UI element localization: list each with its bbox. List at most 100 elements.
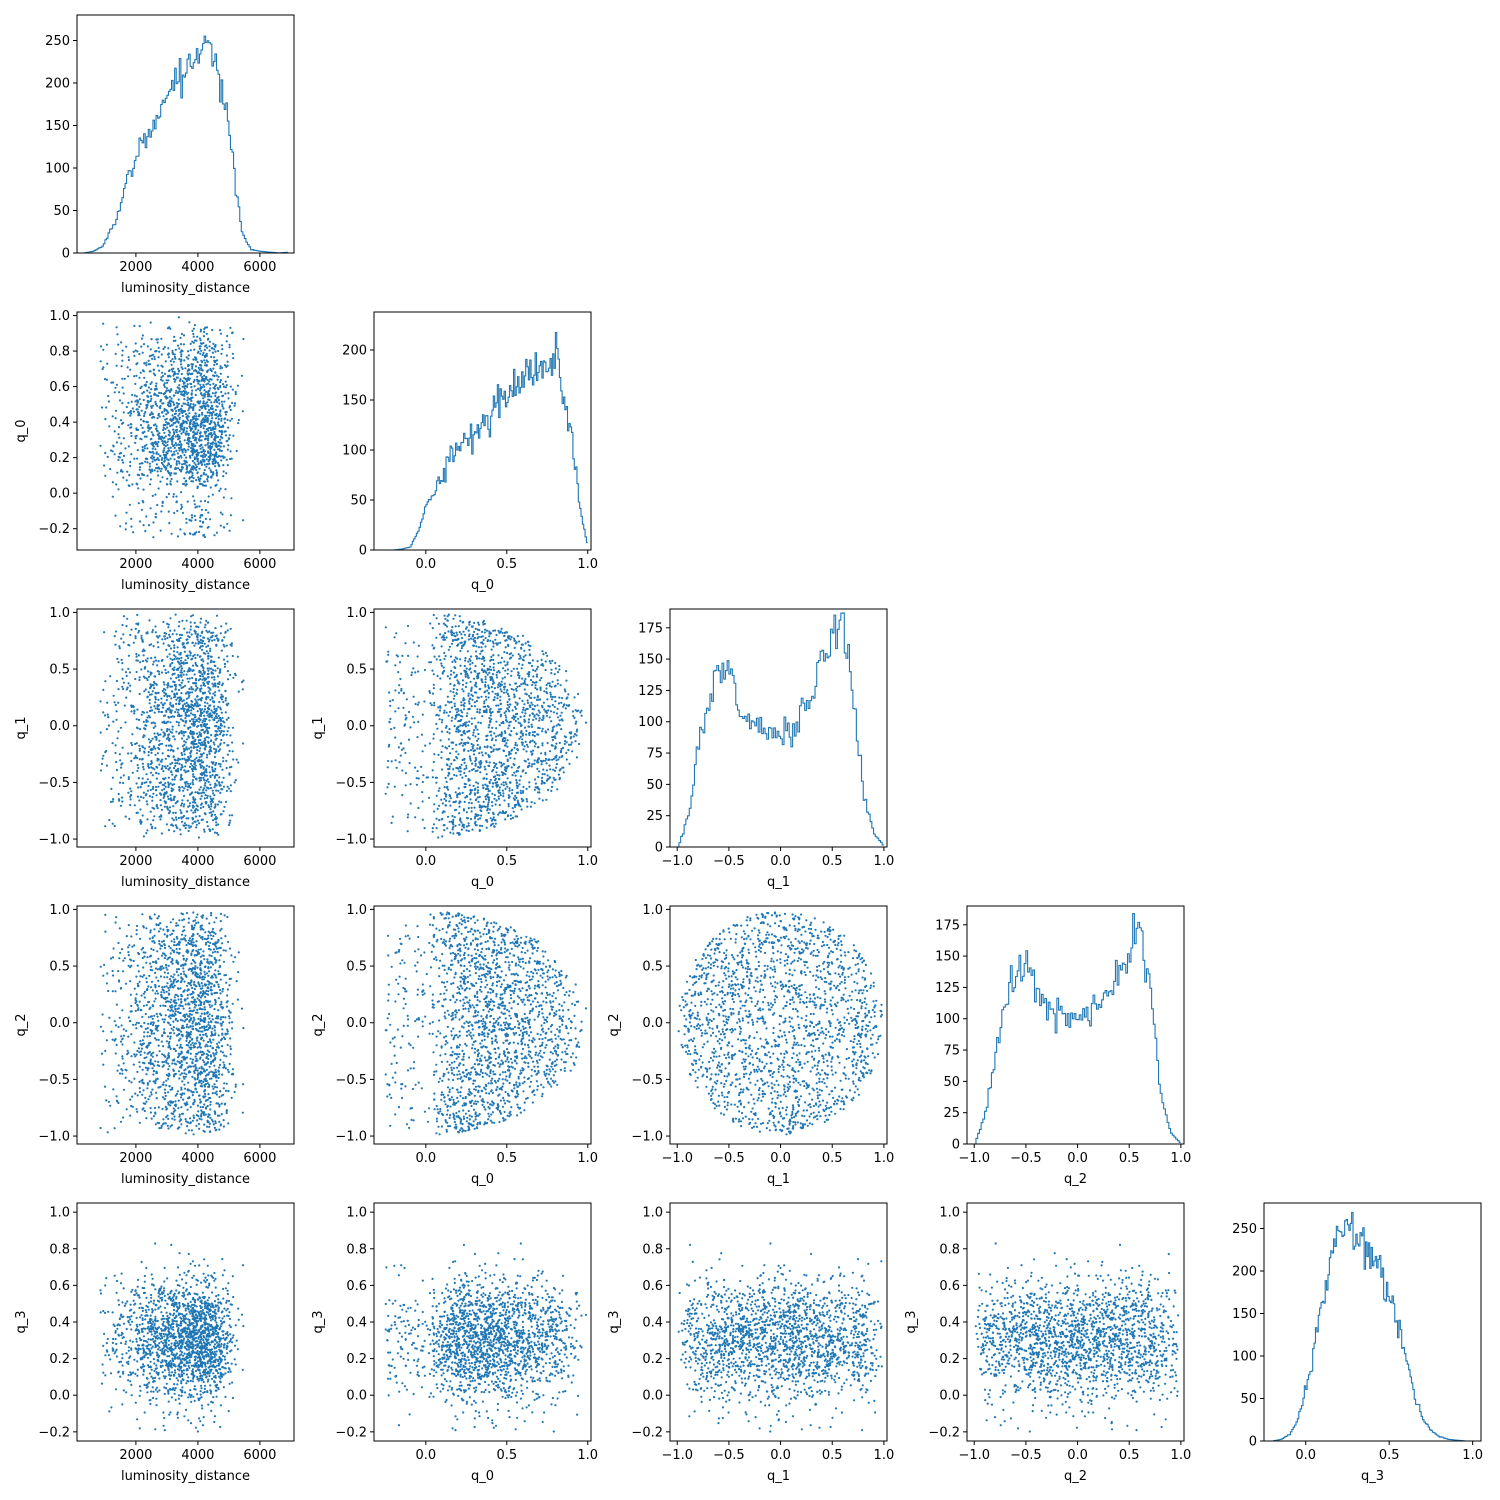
scatter-point: [156, 445, 159, 448]
scatter-point: [452, 768, 455, 771]
scatter-point: [489, 639, 492, 642]
scatter-point: [137, 786, 140, 789]
scatter-point: [155, 388, 158, 391]
scatter-point: [198, 408, 201, 412]
scatter-point: [160, 467, 163, 470]
scatter-point: [448, 820, 451, 823]
scatter-point: [181, 511, 184, 514]
scatter-point: [173, 446, 176, 449]
scatter-point: [102, 711, 105, 714]
scatter-point: [512, 667, 515, 670]
scatter-point: [197, 387, 200, 390]
scatter-point: [408, 710, 411, 714]
scatter-point: [211, 328, 214, 332]
scatter-point: [528, 781, 531, 784]
scatter-point: [194, 777, 198, 781]
scatter-point: [416, 770, 419, 773]
scatter-point: [180, 463, 184, 466]
scatter-point: [454, 635, 457, 638]
x-axis-label: luminosity_distance: [121, 281, 250, 296]
scatter-point: [208, 393, 211, 396]
scatter-point: [503, 651, 506, 654]
scatter-point: [211, 828, 214, 831]
scatter-point: [199, 520, 202, 523]
scatter-point: [217, 418, 220, 421]
scatter-point: [143, 747, 146, 750]
scatter-point: [472, 734, 475, 737]
scatter-point: [134, 742, 137, 746]
scatter-point: [148, 698, 151, 702]
scatter-point: [163, 392, 166, 395]
scatter-point: [205, 764, 208, 767]
scatter-point: [154, 785, 158, 789]
scatter-point: [166, 464, 169, 467]
scatter-point: [163, 383, 166, 387]
scatter-point: [448, 800, 451, 803]
scatter-point: [171, 370, 174, 373]
scatter-point: [230, 417, 233, 420]
scatter-point: [206, 702, 209, 705]
scatter-point: [217, 444, 220, 447]
scatter-point: [475, 699, 478, 703]
scatter-point: [138, 325, 141, 328]
scatter-point: [193, 385, 196, 388]
scatter-point: [487, 798, 490, 801]
scatter-point: [158, 748, 161, 751]
scatter-point: [130, 431, 133, 435]
scatter-point: [199, 797, 202, 801]
scatter-point: [545, 714, 549, 717]
scatter-point: [187, 829, 190, 833]
scatter-point: [206, 411, 209, 414]
scatter-point: [138, 376, 141, 379]
scatter-point: [201, 353, 204, 357]
scatter-point: [199, 747, 202, 750]
scatter-point: [537, 709, 540, 712]
scatter-point: [127, 358, 130, 362]
scatter-point: [199, 763, 202, 766]
scatter-point: [483, 622, 486, 625]
scatter-point: [183, 426, 186, 429]
scatter-point: [557, 702, 561, 705]
scatter-point: [218, 800, 221, 803]
scatter-point: [185, 521, 188, 524]
scatter-point: [192, 358, 195, 361]
scatter-point: [529, 678, 533, 682]
scatter-point: [175, 633, 178, 636]
scatter-point: [154, 827, 157, 830]
scatter-point: [204, 402, 207, 405]
scatter-point: [148, 468, 151, 471]
scatter-point: [118, 753, 121, 756]
scatter-point: [216, 378, 219, 381]
scatter-point: [199, 690, 202, 693]
scatter-point: [444, 623, 447, 627]
scatter-point: [165, 698, 168, 702]
scatter-point: [228, 406, 231, 409]
scatter-point: [196, 360, 199, 364]
scatter-point: [542, 653, 545, 656]
scatter-point: [149, 771, 153, 774]
scatter-point: [427, 796, 431, 799]
scatter-point: [469, 798, 472, 801]
scatter-point: [151, 454, 154, 457]
scatter-point: [494, 638, 497, 641]
scatter-point: [189, 402, 192, 406]
scatter-point: [170, 532, 173, 535]
scatter-point: [431, 776, 434, 779]
scatter-point: [233, 402, 237, 405]
scatter-point: [481, 784, 484, 787]
scatter-point: [226, 753, 229, 756]
scatter-point: [227, 678, 230, 681]
scatter-point: [541, 799, 544, 802]
scatter-point: [460, 741, 463, 745]
scatter-point: [183, 533, 187, 536]
scatter-point: [159, 733, 162, 736]
scatter-point: [502, 784, 505, 787]
scatter-point: [145, 793, 148, 796]
scatter-point: [199, 330, 202, 333]
scatter-point: [159, 804, 162, 807]
scatter-point: [491, 726, 494, 730]
scatter-point: [220, 352, 223, 355]
scatter-point: [176, 759, 180, 762]
scatter-point: [572, 735, 575, 738]
scatter-point: [177, 402, 181, 405]
